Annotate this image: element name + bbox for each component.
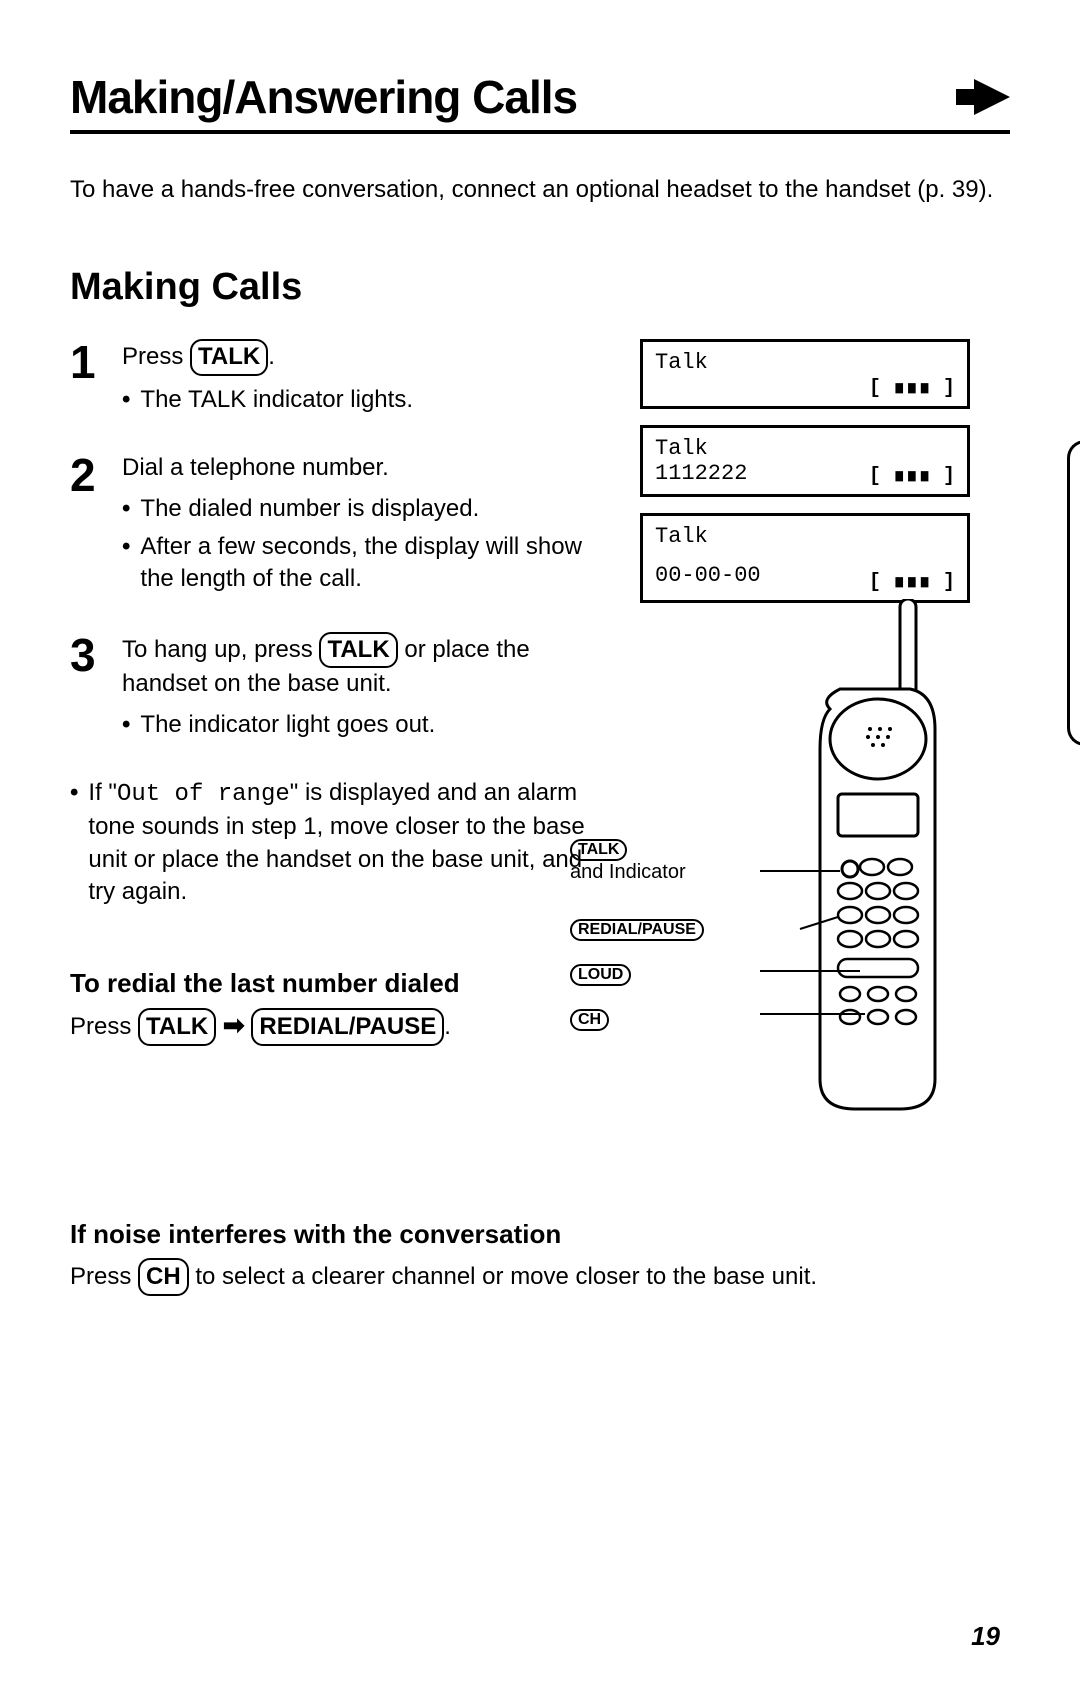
step-text: To hang up, press TALK or place the hand… bbox=[122, 632, 610, 701]
step-body: Dial a telephone number. The dialed numb… bbox=[122, 452, 610, 602]
step-number: 3 bbox=[70, 632, 104, 747]
talk-button-label: TALK bbox=[319, 632, 397, 668]
battery-icon: [ ∎∎∎ ] bbox=[869, 374, 955, 400]
talk-button-label: TALK bbox=[570, 839, 627, 861]
page-number: 19 bbox=[971, 1621, 1000, 1652]
redial-pause-button-label: REDIAL/PAUSE bbox=[570, 919, 704, 941]
manual-page: Basic Operation Making/Answering Calls T… bbox=[0, 0, 1080, 1702]
step: 2 Dial a telephone number. The dialed nu… bbox=[70, 452, 610, 602]
talk-button-label: TALK bbox=[138, 1008, 216, 1046]
intro-text: To have a hands-free conversation, conne… bbox=[70, 174, 1010, 206]
bullet: After a few seconds, the display will sh… bbox=[122, 531, 610, 596]
battery-icon: [ ∎∎∎ ] bbox=[869, 568, 955, 594]
step-body: Press TALK. The TALK indicator lights. bbox=[122, 339, 610, 422]
lcd-display: Talk 00-00-00 [ ∎∎∎ ] bbox=[640, 513, 970, 603]
redial-pause-button-label: REDIAL/PAUSE bbox=[251, 1008, 444, 1046]
bullet: The dialed number is displayed. bbox=[122, 493, 610, 525]
step-number: 1 bbox=[70, 339, 104, 422]
talk-button-label: TALK bbox=[190, 339, 268, 375]
handset-icon bbox=[760, 599, 990, 1119]
page-title: Making/Answering Calls bbox=[70, 70, 577, 124]
right-column: Talk [ ∎∎∎ ] Talk 1112222 [ ∎∎∎ ] Talk 0… bbox=[640, 339, 970, 1139]
battery-icon: [ ∎∎∎ ] bbox=[869, 462, 955, 488]
step: 1 Press TALK. The TALK indicator lights. bbox=[70, 339, 610, 422]
step: 3 To hang up, press TALK or place the ha… bbox=[70, 632, 610, 747]
handset-illustration: TALK and Indicator REDIAL/PAUSE LOUD CH bbox=[640, 619, 970, 1139]
noise-text: Press CH to select a clearer channel or … bbox=[70, 1258, 1010, 1296]
redial-text: Press TALK ➡ REDIAL/PAUSE. bbox=[70, 1007, 610, 1046]
arrow-icon: ➡ bbox=[223, 1010, 245, 1040]
content-row: 1 Press TALK. The TALK indicator lights.… bbox=[70, 339, 1010, 1139]
lcd-display: Talk 1112222 [ ∎∎∎ ] bbox=[640, 425, 970, 497]
out-of-range-note: If "Out of range" is displayed and an al… bbox=[70, 777, 610, 909]
continue-arrow-icon bbox=[974, 79, 1010, 115]
lcd-display: Talk [ ∎∎∎ ] bbox=[640, 339, 970, 409]
talk-indicator-label: and Indicator bbox=[570, 861, 686, 884]
step-text: Dial a telephone number. bbox=[122, 452, 610, 484]
redial-heading: To redial the last number dialed bbox=[70, 968, 610, 999]
step-body: To hang up, press TALK or place the hand… bbox=[122, 632, 610, 747]
step-number: 2 bbox=[70, 452, 104, 602]
step-text: Press TALK. bbox=[122, 339, 610, 375]
loud-button-label: LOUD bbox=[570, 964, 631, 986]
bullet: The indicator light goes out. bbox=[122, 709, 610, 741]
left-column: 1 Press TALK. The TALK indicator lights.… bbox=[70, 339, 610, 1139]
ch-button-label: CH bbox=[138, 1258, 189, 1296]
noise-heading: If noise interferes with the conversatio… bbox=[70, 1219, 1010, 1250]
section-tab: Basic Operation bbox=[1067, 440, 1080, 746]
ch-button-label: CH bbox=[570, 1009, 609, 1031]
section-heading: Making Calls bbox=[70, 266, 1010, 309]
bullet: The TALK indicator lights. bbox=[122, 384, 610, 416]
title-row: Making/Answering Calls bbox=[70, 70, 1010, 134]
